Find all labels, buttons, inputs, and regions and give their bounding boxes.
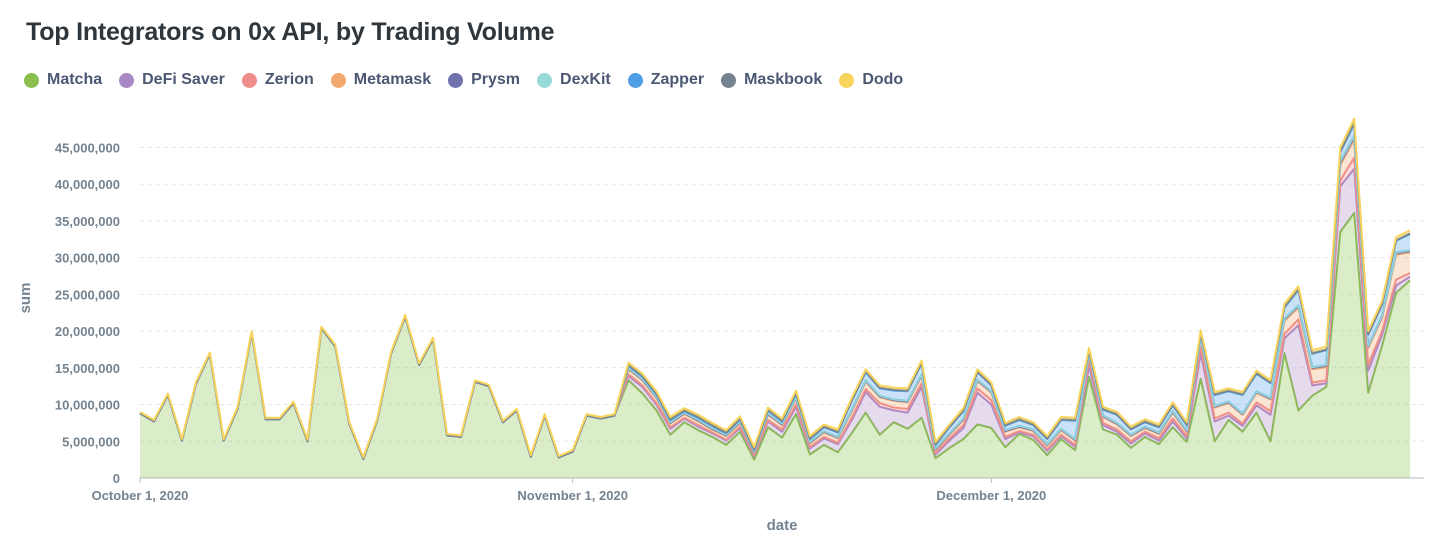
y-tick-label: 35,000,000 — [55, 214, 120, 229]
y-tick-label: 5,000,000 — [62, 434, 120, 449]
legend-label: Metamask — [353, 71, 432, 88]
legend-label: Prysm — [471, 71, 521, 88]
legend-swatch — [24, 72, 39, 88]
y-tick-label: 20,000,000 — [55, 324, 120, 339]
gridlines — [140, 146, 1424, 479]
legend-item-dodo[interactable]: Dodo — [839, 71, 903, 89]
area-matcha — [140, 212, 1410, 479]
y-tick-label: 40,000,000 — [55, 177, 120, 192]
legend-swatch — [119, 72, 135, 88]
legend-item-metamask[interactable]: Metamask — [330, 71, 432, 89]
legend-swatch — [448, 72, 464, 88]
legend-label: DeFi Saver — [142, 71, 225, 88]
legend-item-matcha[interactable]: Matcha — [24, 71, 102, 89]
legend-item-zerion[interactable]: Zerion — [241, 71, 314, 89]
y-tick-label: 10,000,000 — [55, 398, 120, 413]
stacked-areas — [139, 117, 1411, 479]
legend-label: DexKit — [560, 71, 611, 88]
area-defi-saver — [140, 168, 1410, 460]
legend-swatch — [537, 72, 553, 88]
x-axis-title: date — [767, 517, 798, 534]
y-tick-label: 15,000,000 — [55, 361, 120, 376]
legend-label: Zerion — [264, 71, 314, 88]
x-tick-label: October 1, 2020 — [92, 488, 189, 503]
legend-item-prysm[interactable]: Prysm — [448, 71, 520, 89]
x-axis-ticks: October 1, 2020 November 1, 2020 December … — [92, 478, 1046, 503]
legend-label: Dodo — [862, 71, 904, 88]
legend-item-maskbook[interactable]: Maskbook — [721, 71, 822, 89]
legend-item-zapper[interactable]: Zapper — [627, 71, 705, 89]
legend-swatch — [330, 72, 346, 88]
y-tick-label: 45,000,000 — [55, 140, 120, 155]
legend-item-dexkit[interactable]: DexKit — [537, 71, 611, 89]
chart-title: Top Integrators on 0x API, by Trading Vo… — [26, 18, 555, 46]
legend-label: Maskbook — [744, 71, 823, 88]
x-tick-label: December 1, 2020 — [936, 488, 1046, 503]
line-dodo — [139, 117, 1411, 459]
y-tick-label: 0 — [113, 471, 120, 486]
legend-label: Zapper — [650, 71, 705, 88]
legend-item-defi-saver[interactable]: DeFi Saver — [119, 71, 225, 89]
y-tick-label: 30,000,000 — [55, 251, 120, 266]
legend-swatch — [721, 72, 737, 88]
x-tick-label: November 1, 2020 — [517, 488, 628, 503]
legend-swatch — [241, 72, 257, 88]
legend-swatch — [627, 72, 643, 88]
y-tick-label: 25,000,000 — [55, 287, 120, 302]
y-axis-title: sum — [17, 283, 34, 314]
y-axis-ticks: 0 5,000,000 10,000,000 15,000,000 20,000,000… — [55, 140, 120, 486]
legend-swatch — [839, 72, 855, 88]
legend: Matcha DeFi Saver Zerion Metamask Prysm DexKi… — [24, 71, 920, 89]
legend-label: Matcha — [47, 71, 103, 88]
